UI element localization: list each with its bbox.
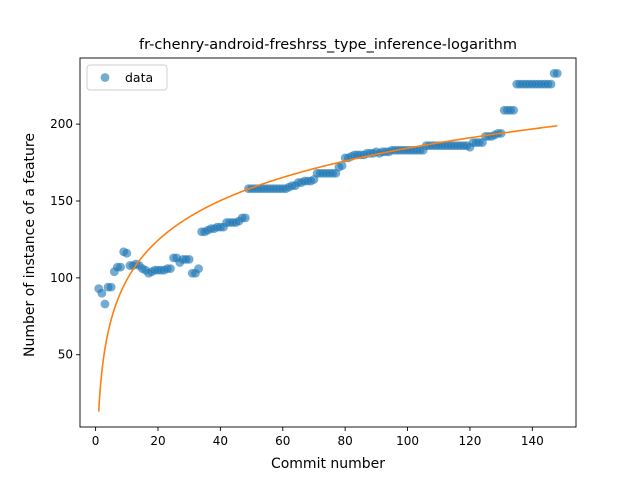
- y-tick-label: 50: [58, 348, 73, 362]
- x-tick-label: 100: [396, 434, 419, 448]
- axes-frame: [79, 57, 577, 428]
- data-point: [100, 299, 110, 309]
- x-tick-label: 120: [458, 434, 481, 448]
- x-tick-label: 40: [213, 434, 228, 448]
- x-axis-label: Commit number: [271, 456, 385, 472]
- data-point: [166, 264, 175, 274]
- chart-title: fr-chenry-android-freshrss_type_inferenc…: [139, 37, 517, 53]
- axes: 0 20 40 60 80 100 120 140 50 100 150 200: [50, 57, 577, 448]
- legend-box: [86, 64, 168, 91]
- x-tick-label: 60: [275, 434, 290, 448]
- x-tick-label: 0: [92, 434, 100, 448]
- data-point: [194, 264, 203, 274]
- data-point: [116, 262, 125, 272]
- legend-marker-data: [100, 73, 110, 82]
- data-point: [240, 213, 250, 223]
- x-tick-label: 140: [521, 434, 544, 448]
- y-tick-label: 200: [50, 117, 73, 131]
- data-point: [509, 105, 519, 115]
- data-point: [184, 255, 194, 264]
- y-tick-label: 100: [50, 271, 73, 285]
- y-tick-label: 150: [50, 194, 73, 208]
- fit-line: [97, 125, 558, 412]
- data-point: [122, 248, 132, 258]
- legend: data: [86, 64, 168, 91]
- legend-label-data: data: [125, 70, 153, 85]
- y-axis-label: Number of instance of a feature: [22, 133, 38, 357]
- data-point: [337, 161, 347, 171]
- x-tick-label: 20: [150, 434, 165, 448]
- data-point: [97, 288, 107, 298]
- data-point: [546, 79, 556, 89]
- plot-area: [94, 68, 562, 412]
- x-tick-label: 80: [338, 434, 353, 448]
- data-point: [106, 282, 116, 292]
- data-point: [552, 68, 562, 78]
